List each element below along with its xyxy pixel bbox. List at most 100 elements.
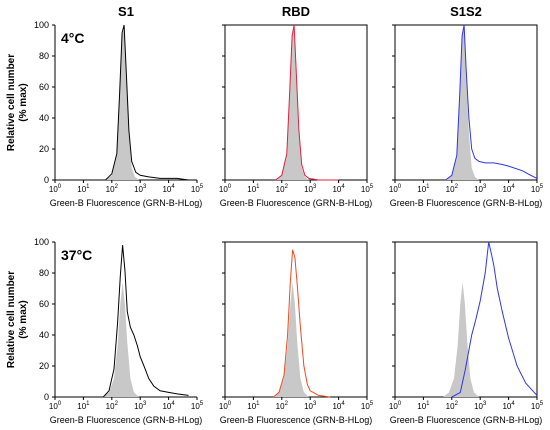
x-tick-base: 10: [361, 185, 370, 194]
x-tick-label: 102: [106, 184, 119, 194]
x-tick-label: 105: [531, 184, 544, 194]
x-tick-exponent: 1: [86, 401, 90, 407]
y-tick-label: 40: [39, 113, 49, 123]
x-tick-base: 10: [134, 185, 143, 194]
x-tick-label: 100: [219, 184, 232, 194]
x-tick-exponent: 4: [341, 401, 345, 407]
x-tick-base: 10: [106, 185, 115, 194]
x-tick-exponent: 4: [341, 184, 345, 190]
x-tick-exponent: 0: [398, 401, 402, 407]
control-histogram: [443, 282, 479, 397]
x-tick-label: 100: [219, 401, 232, 411]
x-tick-label: 105: [191, 401, 204, 411]
x-tick-base: 10: [332, 185, 341, 194]
y-tick-label: 80: [39, 268, 49, 278]
x-tick-base: 10: [531, 185, 540, 194]
x-tick-label: 103: [474, 401, 487, 411]
x-tick-base: 10: [276, 402, 285, 411]
x-tick-label: 101: [247, 401, 260, 411]
x-tick-base: 10: [219, 185, 228, 194]
x-tick-base: 10: [49, 402, 58, 411]
x-tick-base: 10: [474, 402, 483, 411]
x-tick-exponent: 4: [171, 401, 175, 407]
x-tick-exponent: 1: [256, 401, 260, 407]
x-tick-label: 100: [389, 184, 402, 194]
x-tick-label: 104: [332, 184, 345, 194]
x-axis-label: Green-B Fluorescence (GRN-B-HLog): [390, 415, 543, 425]
x-tick-base: 10: [502, 185, 511, 194]
x-tick-label: 100: [389, 401, 402, 411]
x-tick-label: 102: [106, 401, 119, 411]
x-tick-exponent: 1: [426, 184, 430, 190]
x-tick-exponent: 4: [511, 401, 515, 407]
column-title: S1S2: [450, 4, 482, 19]
x-tick-label: 101: [417, 401, 430, 411]
x-tick-exponent: 2: [455, 184, 459, 190]
x-tick-exponent: 2: [115, 184, 119, 190]
x-tick-exponent: 2: [285, 184, 289, 190]
y-axis-label-unit: (% max): [18, 83, 29, 121]
x-tick-base: 10: [247, 185, 256, 194]
x-tick-label: 105: [531, 401, 544, 411]
x-tick-base: 10: [247, 402, 256, 411]
x-tick-label: 105: [191, 184, 204, 194]
x-tick-base: 10: [389, 185, 398, 194]
x-tick-label: 103: [134, 184, 147, 194]
x-tick-exponent: 4: [171, 184, 175, 190]
sample-histogram-line: [272, 249, 331, 398]
x-tick-label: 103: [304, 184, 317, 194]
x-tick-exponent: 2: [455, 401, 459, 407]
x-axis-label: Green-B Fluorescence (GRN-B-HLog): [50, 415, 203, 425]
row-title: 37°C: [61, 247, 92, 263]
x-tick-label: 101: [77, 401, 90, 411]
x-tick-exponent: 3: [143, 184, 147, 190]
x-tick-label: 101: [247, 184, 260, 194]
y-tick-label: 60: [39, 82, 49, 92]
x-axis-label: Green-B Fluorescence (GRN-B-HLog): [220, 415, 373, 425]
y-tick-label: 20: [39, 361, 49, 371]
x-tick-base: 10: [49, 185, 58, 194]
x-tick-label: 102: [276, 401, 289, 411]
x-tick-base: 10: [106, 402, 115, 411]
x-tick-base: 10: [474, 185, 483, 194]
x-tick-exponent: 2: [115, 401, 119, 407]
x-tick-label: 101: [417, 184, 430, 194]
x-tick-exponent: 3: [483, 184, 487, 190]
x-tick-exponent: 1: [426, 401, 430, 407]
x-tick-label: 104: [332, 401, 345, 411]
x-tick-label: 102: [276, 184, 289, 194]
x-tick-exponent: 3: [143, 401, 147, 407]
x-tick-base: 10: [77, 185, 86, 194]
x-tick-label: 104: [502, 401, 515, 411]
y-axis-label-unit: (% max): [18, 300, 29, 338]
x-tick-label: 100: [49, 184, 62, 194]
x-tick-label: 102: [446, 401, 459, 411]
y-tick-label: 20: [39, 144, 49, 154]
x-tick-exponent: 0: [58, 184, 62, 190]
x-tick-exponent: 0: [58, 401, 62, 407]
control-histogram: [105, 28, 139, 180]
control-histogram: [103, 282, 139, 397]
x-tick-base: 10: [446, 185, 455, 194]
x-tick-base: 10: [446, 402, 455, 411]
x-tick-base: 10: [219, 402, 228, 411]
x-tick-label: 101: [77, 184, 90, 194]
x-tick-base: 10: [304, 402, 313, 411]
control-histogram: [445, 28, 479, 180]
x-tick-base: 10: [389, 402, 398, 411]
x-tick-base: 10: [502, 402, 511, 411]
sample-histogram-line: [451, 241, 538, 398]
x-tick-label: 103: [134, 401, 147, 411]
y-tick-label: 40: [39, 330, 49, 340]
x-tick-exponent: 4: [511, 184, 515, 190]
x-tick-base: 10: [304, 185, 313, 194]
x-tick-exponent: 3: [313, 184, 317, 190]
sample-histogram-line: [445, 24, 538, 181]
y-axis-label: Relative cell number: [6, 271, 17, 368]
x-tick-base: 10: [276, 185, 285, 194]
x-tick-label: 105: [361, 401, 374, 411]
x-tick-base: 10: [531, 402, 540, 411]
x-tick-label: 103: [474, 184, 487, 194]
y-tick-label: 0: [44, 392, 49, 402]
